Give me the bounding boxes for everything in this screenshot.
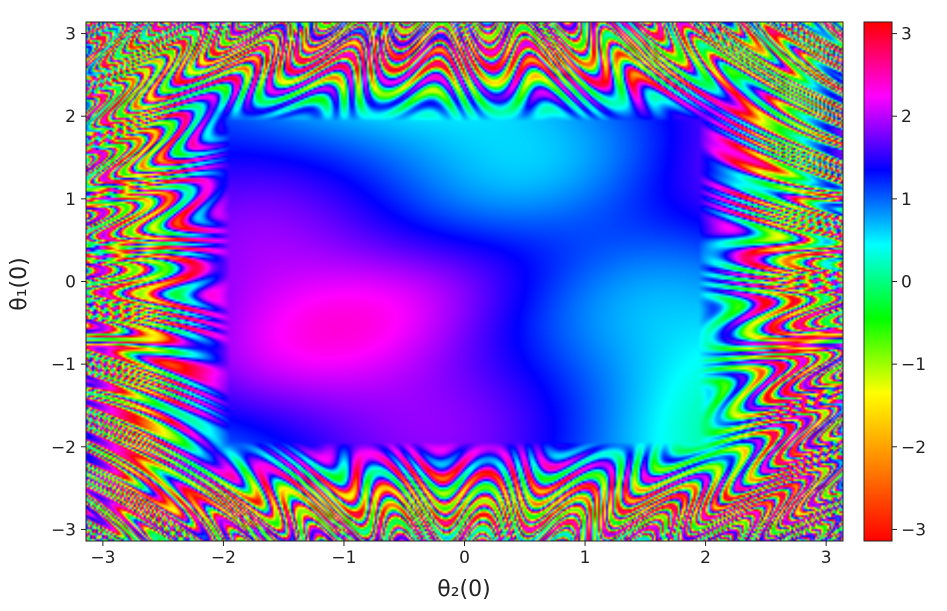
y-tick-label: −2 — [51, 438, 76, 458]
y-tick-label: 2 — [65, 107, 76, 127]
x-tick-label: −3 — [90, 548, 115, 568]
y-tick-label: 1 — [65, 190, 76, 210]
y-tick-label: 3 — [65, 25, 76, 45]
y-tick-label: 0 — [65, 273, 76, 293]
colorbar-tick-label: −1 — [901, 355, 926, 375]
colorbar-tick-label: 2 — [901, 107, 912, 127]
colorbar-tick-label: 3 — [901, 25, 912, 45]
x-tick-label: 3 — [821, 548, 832, 568]
colorbar: 3 2 1 0 −1 −2 −3 — [863, 21, 926, 542]
x-tick-label: −1 — [331, 548, 356, 568]
heatmap-image — [86, 22, 843, 541]
colorbar-tick-label: 0 — [901, 273, 912, 293]
colorbar-tick-label: −2 — [901, 438, 926, 458]
heatmap-plot — [85, 21, 844, 542]
colorbar-ticks: 3 2 1 0 −1 −2 −3 — [892, 25, 926, 540]
x-axis-label: θ₂(0) — [437, 577, 490, 602]
x-tick-label: 2 — [700, 548, 711, 568]
y-tick-label: −1 — [51, 355, 76, 375]
y-tick-label: −3 — [51, 520, 76, 540]
x-tick-label: 1 — [580, 548, 591, 568]
y-axis: −3 −2 −1 0 1 2 3 — [51, 25, 86, 540]
x-tick-label: 0 — [459, 548, 470, 568]
x-tick-label: −2 — [211, 548, 236, 568]
colorbar-tick-label: 1 — [901, 190, 912, 210]
colorbar-gradient — [864, 22, 892, 541]
colorbar-tick-label: −3 — [901, 520, 926, 540]
x-axis: −3 −2 −1 0 1 2 3 — [90, 541, 832, 568]
y-axis-label: θ₁(0) — [7, 257, 32, 310]
